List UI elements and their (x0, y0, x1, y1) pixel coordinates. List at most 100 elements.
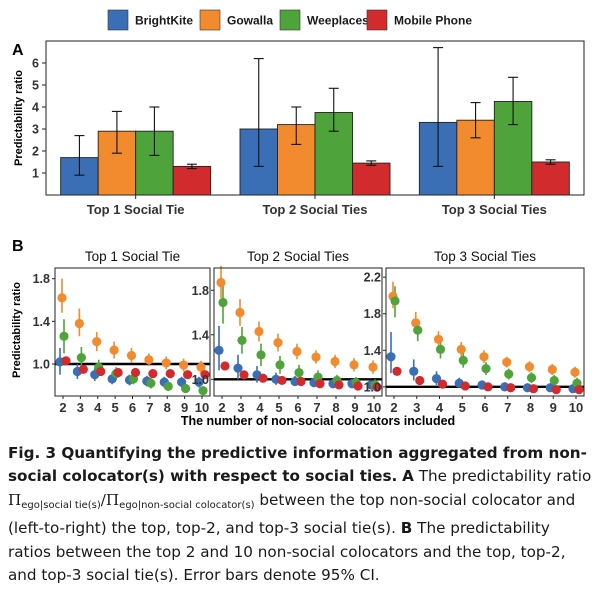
data-point (258, 373, 268, 383)
panel-b-xtick-label: 5 (112, 400, 119, 415)
data-point (479, 352, 489, 362)
data-point (220, 361, 230, 371)
panel-b-xtick-label: 9 (181, 400, 188, 415)
panel-b-subplot-title: Top 3 Social Ties (434, 249, 536, 264)
data-point (183, 370, 193, 380)
data-point (481, 363, 491, 374)
data-point (198, 386, 208, 396)
panel-b-xtick-label: 7 (146, 400, 153, 415)
panel-b-xtick-label: 8 (332, 400, 339, 415)
panel-a-ytick-label: 6 (32, 57, 39, 71)
panel-b-xtick-label: 10 (569, 400, 583, 415)
data-point (113, 367, 123, 378)
panel-b-xtick-label: 5 (459, 400, 466, 415)
panel-b-ytick-label: 1.4 (33, 315, 50, 329)
panel-b-ytick-label: 1.0 (364, 380, 381, 394)
data-point (390, 296, 400, 306)
panel-b-xtick-label: 7 (313, 400, 320, 415)
caption-label-a: A (402, 467, 414, 486)
data-point (200, 370, 210, 380)
data-point (76, 353, 86, 363)
data-point (218, 297, 228, 308)
panel-b-xtick-label: 2 (218, 400, 225, 415)
panel-b-ylabel: Predictability ratio (11, 282, 23, 378)
data-point (148, 369, 158, 379)
panel-a-ytick-label: 5 (32, 79, 39, 93)
bar (531, 161, 570, 196)
data-point (216, 277, 226, 288)
data-point (483, 382, 493, 392)
panel-b-xtick-label: 7 (504, 400, 511, 415)
panel-b-subplot-title: Top 1 Social Tie (85, 249, 180, 264)
data-point (456, 344, 466, 354)
bar (172, 165, 212, 196)
data-point (74, 318, 84, 329)
data-point (59, 331, 69, 341)
data-point (524, 362, 535, 372)
data-point (502, 357, 512, 367)
panel-b-ytick-label: 1.8 (33, 272, 50, 286)
data-point (256, 350, 266, 360)
data-point (96, 366, 106, 377)
caption-slash: / (100, 490, 106, 509)
caption-pi-symbol-1: Π (8, 490, 22, 509)
data-point (411, 318, 421, 328)
data-point (413, 325, 423, 335)
caption-title: Fig. 3 Quantifying the predictive inform… (8, 444, 587, 486)
legend-swatch (366, 9, 388, 31)
panel-b-xtick-label: 8 (164, 400, 171, 415)
data-point (349, 360, 359, 370)
panel-b-xtick-label: 4 (94, 400, 102, 415)
data-point (126, 350, 137, 361)
legend-swatch (279, 9, 301, 31)
data-point (549, 375, 559, 386)
data-point (61, 356, 71, 366)
data-point (130, 367, 141, 378)
data-point (504, 369, 514, 379)
data-point (277, 375, 287, 386)
panel-b-xtick-label: 9 (550, 400, 557, 415)
caption-text-b: The predictability ratios between the to… (8, 519, 566, 585)
data-point (235, 307, 245, 318)
data-point (273, 337, 283, 348)
panel-a-bar-chart: 1 2 3 4 5 6 Predictability ratio Top 1 Social T… (13, 40, 585, 217)
panel-b-xlabel: The number of non-social colocators incl… (181, 414, 455, 428)
data-point (526, 373, 537, 383)
data-point (146, 378, 156, 388)
panel-a-ytick-label: 3 (32, 123, 39, 137)
data-point (239, 370, 249, 380)
data-point (294, 368, 304, 378)
data-point (368, 362, 378, 372)
panel-b-xtick-label: 10 (195, 400, 209, 415)
data-point (78, 364, 88, 374)
panel-b-xtick-label: 4 (436, 400, 444, 415)
panel-b-subplot-title: Top 2 Social Ties (247, 249, 349, 264)
data-point (433, 334, 444, 344)
panel-b-xtick-label: 3 (413, 400, 420, 415)
panel-b-ytick-label: 1.8 (192, 284, 209, 298)
panel-b-xtick-label: 8 (527, 400, 534, 415)
panel-b-xtick-label: 6 (129, 400, 136, 415)
data-point (315, 379, 325, 389)
panel-b-xtick-label: 2 (59, 400, 66, 415)
panel-a-label: A (12, 42, 24, 59)
data-point (275, 360, 285, 370)
data-point (330, 356, 340, 367)
data-point (237, 335, 247, 345)
panel-b-xtick-label: 3 (237, 400, 244, 415)
panel-a-category-label: Top 1 Social Tie (87, 202, 185, 217)
bar (352, 162, 391, 196)
data-point (458, 355, 468, 365)
caption-text-a-2: between the top non-social colocator and… (8, 490, 576, 538)
data-point (415, 375, 425, 386)
data-point (392, 366, 402, 376)
legend-label: Mobile Phone (394, 14, 472, 28)
legend-label: Weeplaces (307, 14, 369, 28)
panel-b-xtick-label: 3 (77, 400, 84, 415)
panel-a-ylabel: Predictability ratio (13, 70, 25, 166)
panel-b-xtick-label: 6 (481, 400, 488, 415)
panel-a-category-label: Top 2 Social Ties (263, 202, 368, 217)
figure: BrightKite Gowalla Weeplaces Mobile Phone A… (11, 9, 585, 428)
data-point (161, 358, 171, 368)
data-point (311, 352, 321, 362)
